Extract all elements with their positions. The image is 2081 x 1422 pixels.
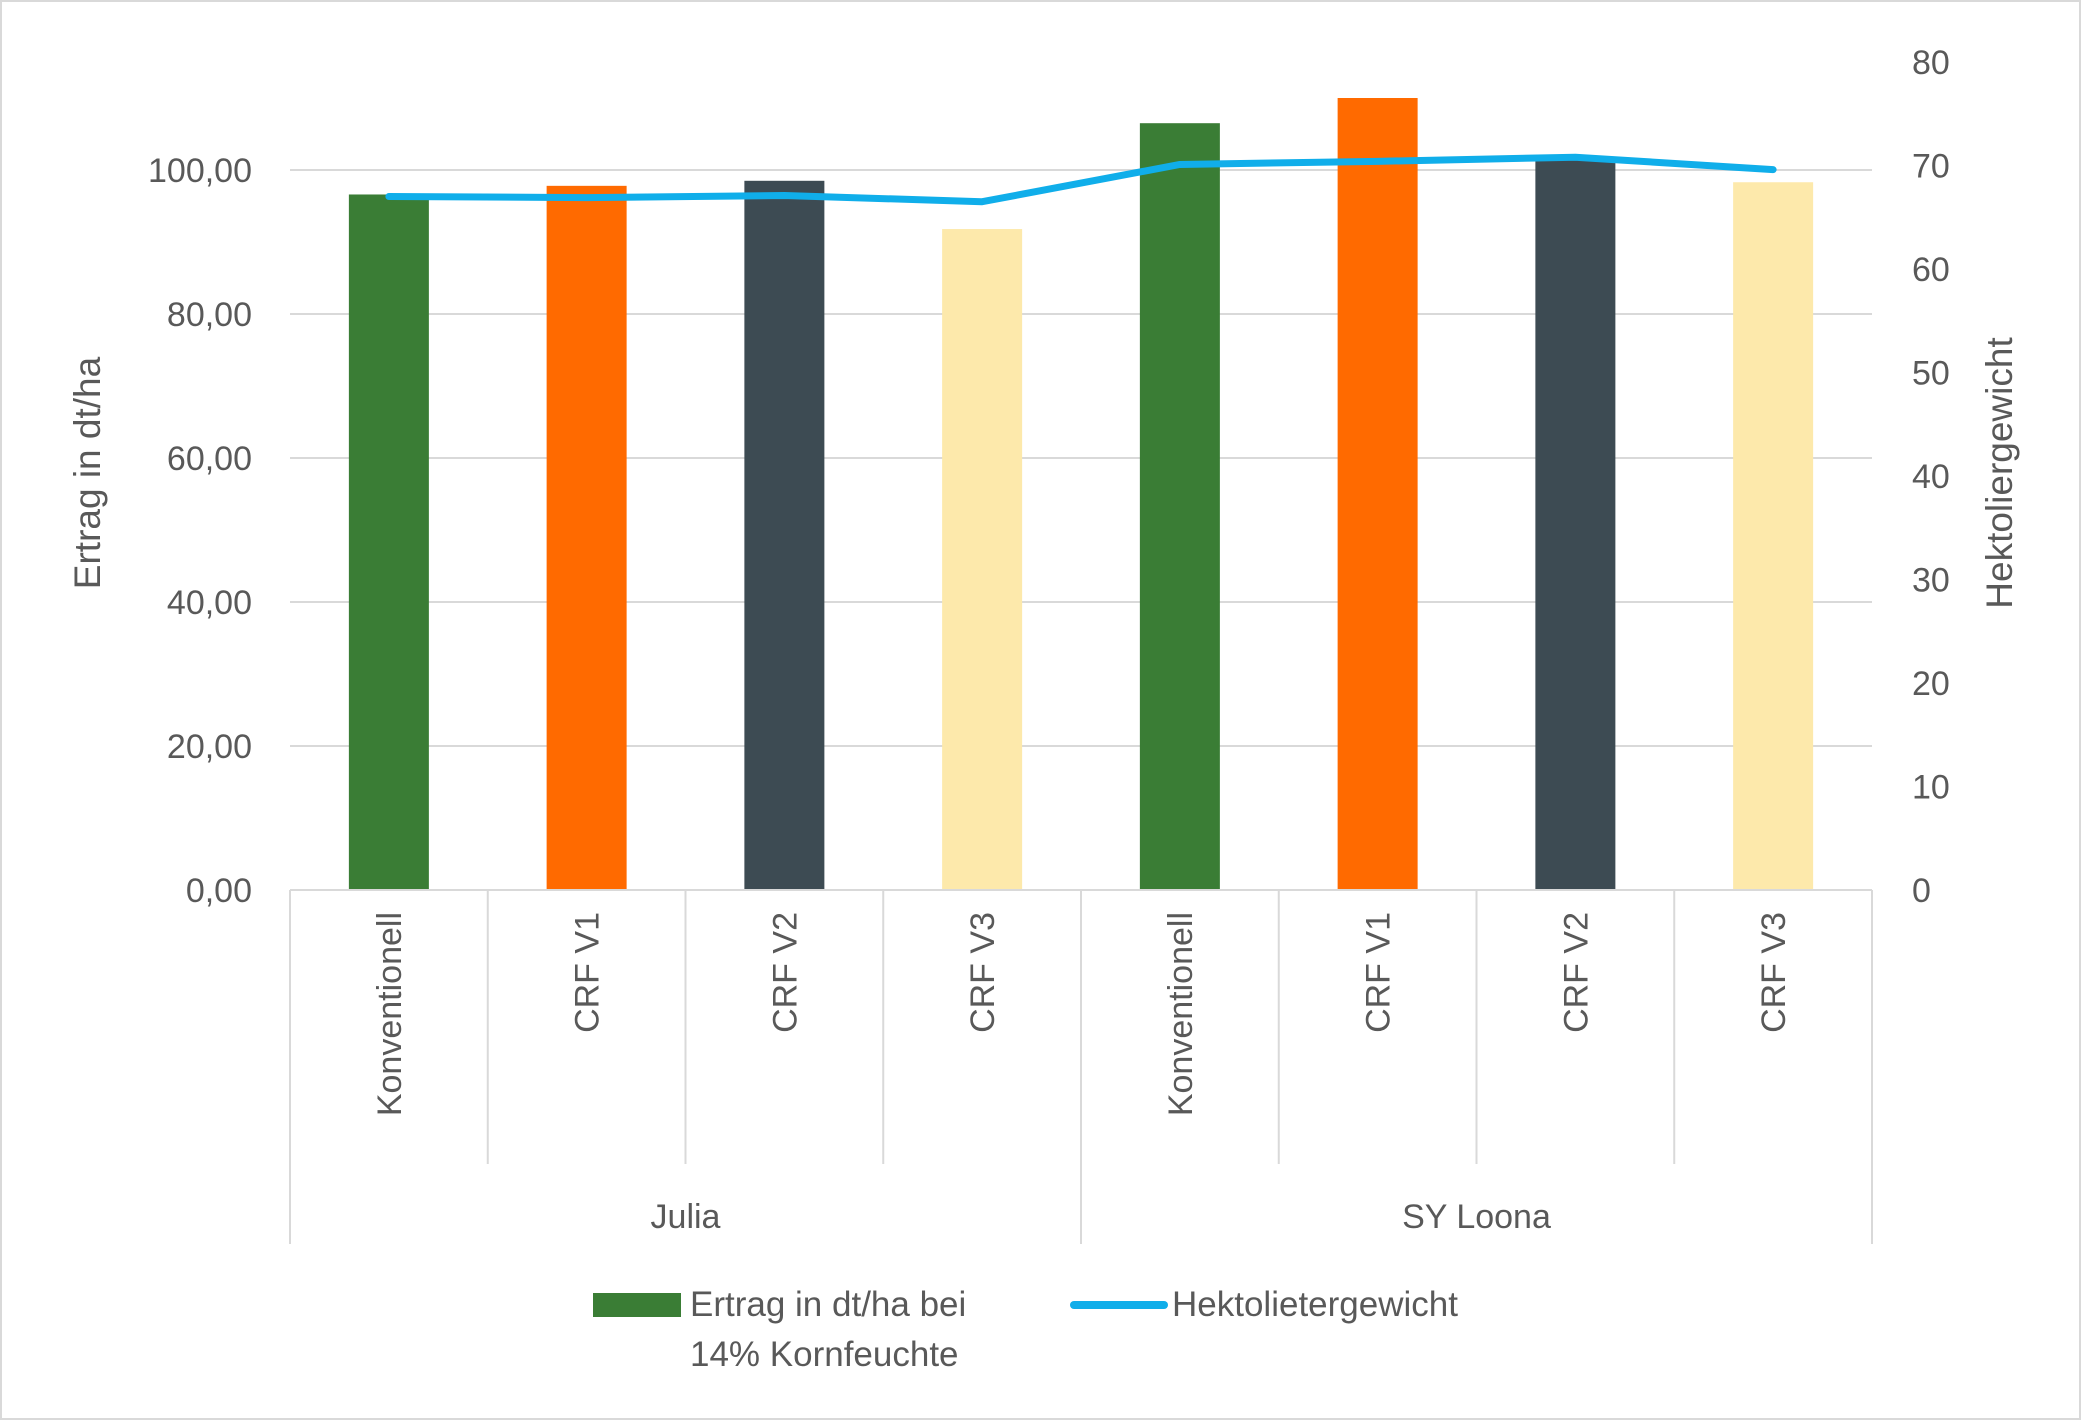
category-label-3: CRF V3	[964, 912, 1002, 1033]
bar-0	[348, 194, 429, 891]
category-label-7: CRF V3	[1755, 912, 1793, 1033]
right-tick-label-6: 60	[1912, 251, 1950, 289]
category-label-4: Konventionell	[1162, 912, 1200, 1116]
right-tick-label-1: 10	[1912, 769, 1950, 807]
right-axis-title: Hektoliergewicht	[1979, 337, 2020, 609]
legend-swatch-bar	[593, 1293, 681, 1317]
left-tick-label-3: 60,00	[167, 440, 252, 478]
category-label-6: CRF V2	[1557, 912, 1595, 1033]
left-tick-label-4: 80,00	[167, 296, 252, 334]
left-tick-label-1: 20,00	[167, 728, 252, 766]
legend-label-bar-line2: 14% Kornfeuchte	[690, 1335, 959, 1374]
legend-label-line: Hektolietergewicht	[1172, 1285, 1458, 1324]
category-label-5: CRF V1	[1360, 912, 1398, 1033]
right-tick-label-2: 20	[1912, 665, 1950, 703]
legend: Ertrag in dt/ha bei 14% Kornfeuchte Hekt…	[593, 1285, 1458, 1374]
line-series	[385, 153, 1777, 206]
bar-6	[1535, 159, 1616, 890]
right-tick-label-5: 50	[1912, 355, 1950, 393]
left-tick-label-0: 0,00	[186, 872, 252, 910]
left-tick-label-5: 100,00	[148, 152, 252, 190]
bar-4	[1139, 123, 1220, 890]
category-label-2: CRF V2	[766, 912, 804, 1033]
right-tick-label-4: 40	[1912, 458, 1950, 496]
gridlines	[290, 169, 1872, 747]
group-label-1: SY Loona	[1402, 1198, 1551, 1236]
line-hektolitergewicht	[385, 153, 1777, 206]
category-label-0: Konventionell	[371, 912, 409, 1116]
bar-7	[1733, 182, 1814, 891]
bar-2	[744, 180, 825, 891]
right-tick-label-3: 30	[1912, 562, 1950, 600]
left-axis-title: Ertrag in dt/ha	[67, 356, 108, 589]
left-tick-label-2: 40,00	[167, 584, 252, 622]
right-tick-label-0: 0	[1912, 872, 1931, 910]
bars	[348, 98, 1814, 891]
category-label-1: CRF V1	[569, 912, 607, 1033]
bar-5	[1337, 98, 1418, 890]
axes: 0,00 20,00 40,00 60,00 80,00 100,00 0 10 20 30 40 5…	[148, 44, 1950, 1244]
right-tick-label-8: 80	[1912, 44, 1950, 82]
group-label-0: Julia	[651, 1198, 721, 1236]
bar-3	[942, 229, 1023, 891]
bar-1	[546, 185, 627, 891]
right-tick-label-7: 70	[1912, 148, 1950, 186]
legend-label-bar-line1: Ertrag in dt/ha bei	[690, 1285, 966, 1324]
